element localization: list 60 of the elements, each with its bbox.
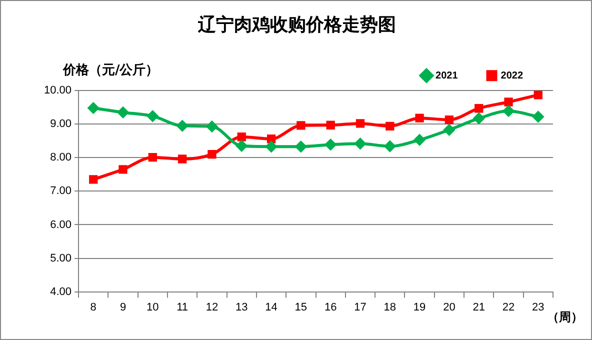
x-tick-label: 18 [384, 301, 396, 314]
point [326, 120, 335, 130]
point [147, 110, 158, 122]
point [474, 104, 484, 113]
point [414, 134, 426, 146]
point [386, 122, 394, 130]
chart-title: 辽宁肉鸡收购价格走势图 [197, 14, 396, 36]
x-tick-label: 19 [413, 301, 426, 314]
x-tick-label: 9 [120, 301, 126, 314]
y-tick-label: 6.00 [50, 218, 72, 231]
point [532, 111, 544, 122]
y-tick-label: 5.00 [50, 252, 72, 264]
y-tick-label: 7.00 [50, 185, 72, 198]
x-axis-title: （周） [547, 309, 583, 326]
point [88, 102, 99, 114]
y-tick-label: 4.00 [50, 286, 72, 298]
x-tick-label: 12 [206, 301, 218, 314]
x-tick-label: 20 [443, 301, 456, 314]
point [503, 106, 514, 117]
point [118, 106, 129, 118]
x-tick-label: 11 [176, 301, 188, 314]
point [118, 165, 128, 174]
point [504, 98, 513, 106]
point [89, 175, 98, 184]
point [356, 119, 365, 128]
point [208, 150, 216, 159]
y-tick-label: 8.00 [50, 152, 72, 164]
x-tick-label: 23 [532, 301, 544, 314]
x-tick-label: 10 [146, 301, 159, 314]
legend-label: 2022 [500, 70, 524, 82]
x-tick-label: 15 [294, 301, 308, 314]
point [237, 132, 246, 142]
y-axis-title: 价格（元/公斤） [63, 62, 159, 79]
point [266, 141, 277, 152]
point [354, 138, 366, 150]
x-tick-label: 14 [265, 301, 278, 314]
legend-label: 2021 [436, 70, 458, 82]
point [473, 112, 484, 124]
point [444, 115, 454, 124]
point [325, 139, 336, 150]
point [176, 120, 188, 132]
point [415, 114, 424, 122]
point [206, 120, 218, 132]
x-tick-label: 13 [236, 301, 248, 314]
point [236, 140, 248, 152]
x-tick-label: 17 [354, 301, 366, 314]
point [295, 141, 306, 152]
point [384, 140, 396, 152]
point [444, 124, 455, 136]
point [534, 90, 542, 100]
x-tick-label: 22 [502, 301, 515, 314]
y-tick-label: 10.00 [44, 84, 72, 97]
x-tick-label: 21 [472, 301, 485, 314]
point [266, 134, 276, 144]
point [148, 153, 157, 162]
point [178, 154, 187, 164]
y-tick-label: 9.00 [50, 118, 72, 130]
x-tick-label: 16 [324, 301, 337, 314]
point [296, 121, 306, 130]
x-tick-label: 8 [90, 301, 96, 314]
